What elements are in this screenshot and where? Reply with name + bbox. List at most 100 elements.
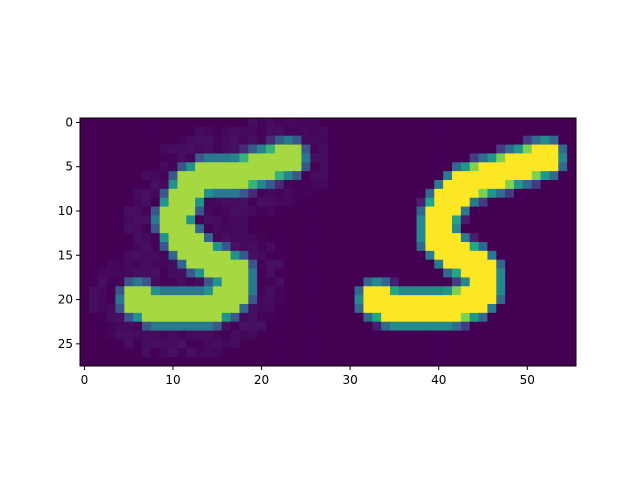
heatmap-cell [336,171,347,181]
heatmap-cell [186,286,196,296]
heatmap-cell [487,118,497,128]
heatmap-cell [195,250,205,261]
heatmap-cell [230,330,240,340]
heatmap-cell [469,180,479,190]
heatmap-cell [133,153,143,163]
heatmap-cell [425,135,435,145]
heatmap-cell [567,330,577,340]
heatmap-cell [274,180,285,190]
heatmap-cell [142,118,152,128]
heatmap-cell [452,180,462,190]
heatmap-cell [257,250,267,261]
heatmap-cell [204,286,214,296]
heatmap-cell [80,162,90,172]
heatmap-cell [514,304,524,314]
heatmap-cell [186,126,196,137]
heatmap-cell [212,135,223,145]
heatmap-cell [159,162,169,172]
heatmap-cell [363,242,373,252]
heatmap-cell [274,233,285,243]
heatmap-cell [372,206,382,216]
heatmap-cell [310,348,320,358]
heatmap-cell [381,286,391,296]
heatmap-cell [478,268,488,278]
heatmap-cell [390,188,400,199]
heatmap-cell [549,339,559,349]
heatmap-cell [496,118,506,128]
heatmap-cell [159,277,169,287]
heatmap-cell [106,224,116,234]
heatmap-cell [460,242,471,252]
heatmap-cell [124,162,134,172]
heatmap-cell [522,339,533,349]
heatmap-cell [567,135,577,145]
heatmap-cell [142,188,152,199]
heatmap-cell [372,250,382,261]
heatmap-cell [212,206,223,216]
heatmap-cell [168,242,178,252]
heatmap-cell [328,144,338,154]
heatmap-cell [478,126,488,137]
heatmap-cell [531,197,541,207]
heatmap-cell [460,206,471,216]
heatmap-cell [496,304,506,314]
heatmap-cell [221,233,231,243]
heatmap-cell [540,339,550,349]
heatmap-cell [549,295,559,305]
heatmap-cell [390,224,400,234]
heatmap-cell [531,312,541,323]
heatmap-cell [558,153,568,163]
heatmap-cell [336,357,347,367]
heatmap-cell [257,135,267,145]
heatmap-cell [487,277,497,287]
heatmap-cell [168,295,178,305]
heatmap-cell [407,330,417,340]
heatmap-cell [496,339,506,349]
heatmap-cell [186,330,196,340]
heatmap-cell [142,259,152,269]
heatmap-cell [549,224,559,234]
heatmap-cell [469,206,479,216]
heatmap-cell [150,250,161,261]
heatmap-cell [487,339,497,349]
heatmap-cell [478,233,488,243]
heatmap-cell [567,339,577,349]
heatmap-cell [416,118,426,128]
heatmap-cell [549,118,559,128]
heatmap-cell [186,312,196,323]
heatmap-cell [292,224,302,234]
heatmap-cell [319,224,329,234]
heatmap-cell [133,144,143,154]
heatmap-cell [363,215,373,225]
heatmap-cell [310,126,320,137]
heatmap-cell [266,180,276,190]
heatmap-cell [150,206,161,216]
heatmap-cell [106,144,116,154]
heatmap-cell [540,348,550,358]
heatmap-cell [452,339,462,349]
heatmap-cell [531,259,541,269]
heatmap-cell [239,312,249,323]
heatmap-cell [97,321,107,331]
heatmap-cell [514,268,524,278]
heatmap-cell [434,312,444,323]
heatmap-cell [319,259,329,269]
heatmap-cell [168,224,178,234]
axes-frame [79,117,577,367]
heatmap-cell [540,206,550,216]
heatmap-cell [133,197,143,207]
heatmap-cell [336,126,347,137]
heatmap-cell [274,153,285,163]
heatmap-cell [133,250,143,261]
heatmap-cell [292,144,302,154]
heatmap-cell [133,321,143,331]
heatmap-cell [531,206,541,216]
heatmap-cell [168,357,178,367]
heatmap-cell [558,286,568,296]
heatmap-cell [266,250,276,261]
heatmap-cell [133,171,143,181]
heatmap-cell [115,268,125,278]
heatmap-cell [460,330,471,340]
heatmap-cell [80,268,90,278]
